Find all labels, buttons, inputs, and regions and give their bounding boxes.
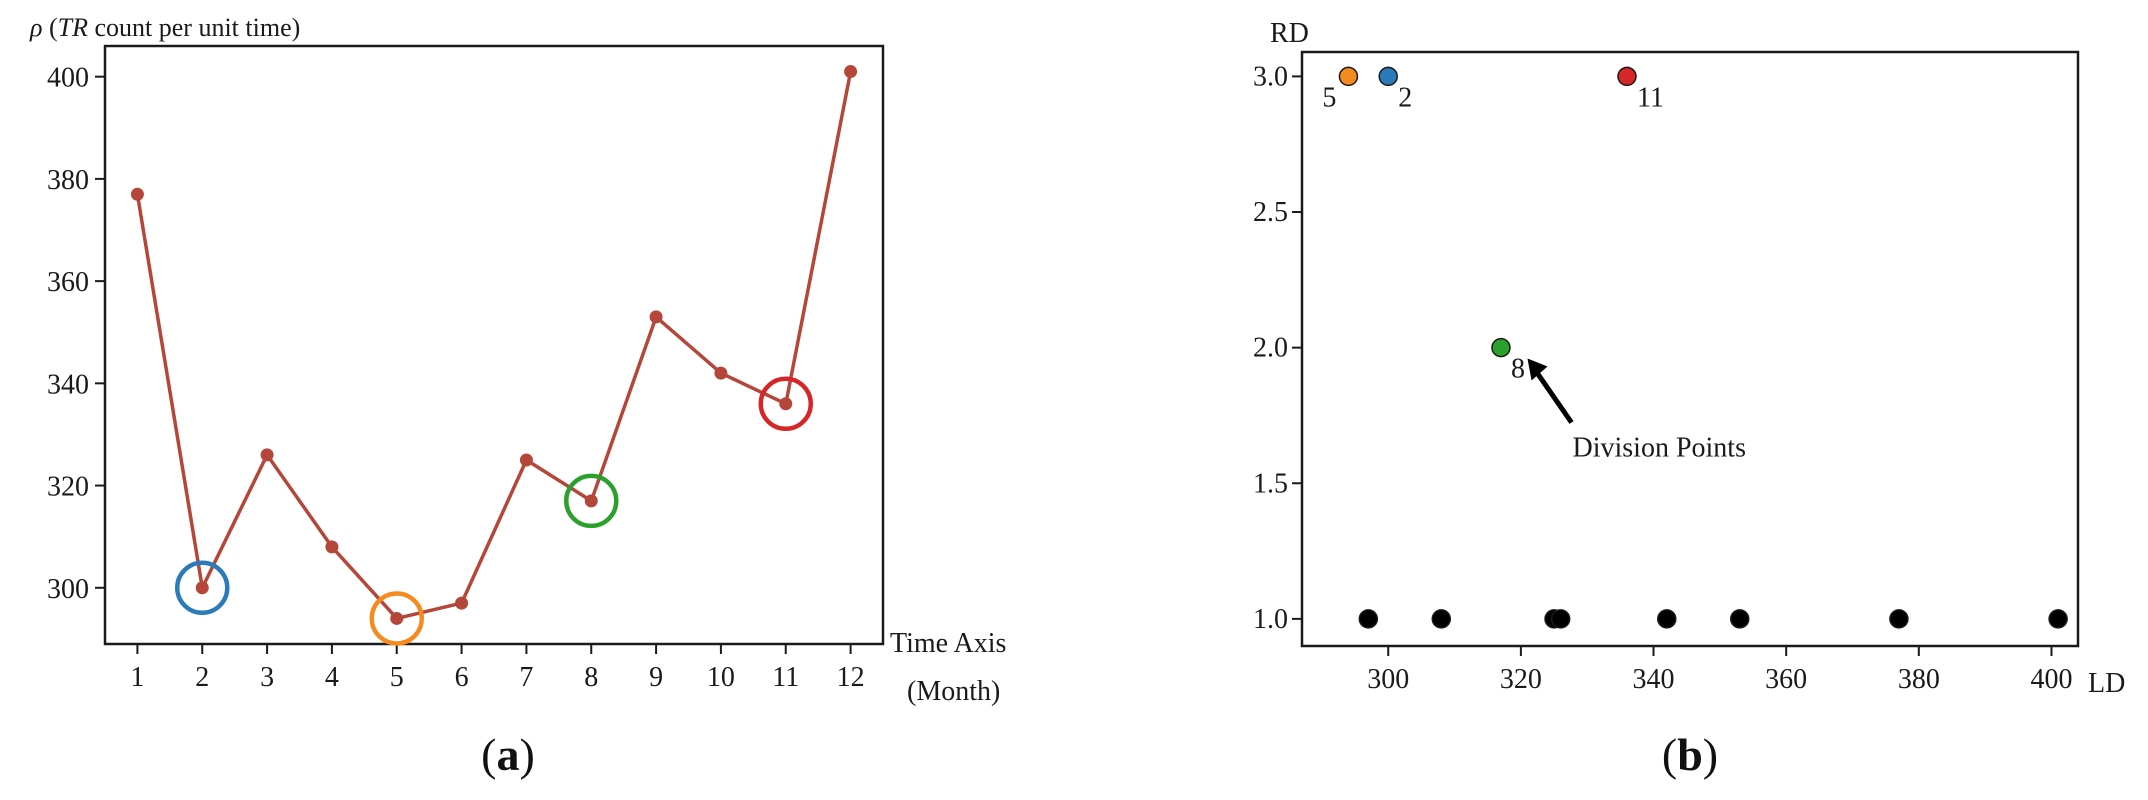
- annotation-division-points: Division Points: [1573, 432, 1746, 463]
- panel-b-point-label: 11: [1637, 82, 1664, 113]
- panel-a-x-tick-label: 5: [390, 662, 404, 693]
- panel-b-x-tick-label: 360: [1765, 664, 1807, 695]
- panel-b-y-tick-label: 3.0: [1253, 61, 1288, 92]
- panel-a-y-tick-label: 400: [47, 63, 89, 94]
- panel-a-highlight-circle: [369, 591, 424, 646]
- panel-b-data-point: [1729, 609, 1750, 629]
- panel-a-x-tick-label: 3: [260, 662, 274, 693]
- panel-b-x-tick-label: 320: [1500, 664, 1542, 695]
- panel-b-scatter-chart: RD 1.0 1.5 2.0 2.5 3.0 300 320 340 360 380 400 5 2 1…: [1253, 18, 2125, 780]
- panel-b-x-tick-label: 400: [2030, 664, 2072, 695]
- panel-a-y-tick-label: 320: [47, 472, 89, 503]
- panel-b-x-tick-label: 380: [1898, 664, 1940, 695]
- panel-a-y-tick-label: 380: [47, 165, 89, 196]
- panel-b-x-tick-label: 340: [1633, 664, 1675, 695]
- annotation-arrow-shaft: [1533, 369, 1574, 424]
- panel-a-highlight-circle: [758, 376, 813, 432]
- panel-a-x-tick-label: 6: [455, 662, 469, 693]
- panel-a-data-point: [714, 366, 728, 380]
- panel-a-x-tick-label: 10: [707, 662, 735, 693]
- panel-b-data-point: [1338, 66, 1359, 87]
- panel-b-y-tick-label: 2.5: [1253, 197, 1288, 228]
- panel-b-y-axis-label: RD: [1270, 18, 1309, 49]
- panel-b-data-point: [1491, 337, 1511, 358]
- panel-b-data-point: [1617, 66, 1637, 87]
- panel-b-data-point: [1550, 609, 1571, 629]
- panel-a-data-point: [584, 494, 598, 508]
- panel-a-data-point: [844, 65, 858, 79]
- panel-a-x-tick-label: 8: [584, 662, 598, 693]
- panel-a-x-tick-label: 2: [195, 662, 209, 693]
- panel-a-data-point: [779, 397, 793, 411]
- panel-a-data-point: [260, 448, 274, 462]
- panel-a-highlight-circle: [564, 473, 619, 529]
- panel-a-plot-frame: [103, 44, 885, 646]
- panel-a-y-tick-label: 340: [47, 369, 89, 400]
- panel-b-x-axis-label: LD: [2088, 668, 2125, 699]
- panel-a-x-axis-label-line2: (Month): [907, 676, 1000, 707]
- panel-b-y-tick-label: 1.0: [1253, 604, 1288, 635]
- panel-a-y-tick-label: 300: [47, 574, 89, 605]
- panel-b-data-point: [1378, 66, 1398, 87]
- panel-b-point-label: 5: [1322, 82, 1336, 113]
- panel-a-line-chart: ρ (TR count per unit time) 300 320 340 360 3…: [29, 13, 1006, 780]
- panel-a-y-tick-label: 360: [47, 267, 89, 298]
- panel-b-x-tick-label: 300: [1367, 664, 1409, 695]
- panel-b-y-tick-label: 1.5: [1253, 468, 1288, 499]
- panel-a-data-point: [455, 596, 469, 610]
- panel-a-x-tick-label: 11: [772, 662, 799, 693]
- panel-b-data-point: [1889, 609, 1909, 629]
- panel-a-data-point: [390, 611, 404, 625]
- panel-b-data-point: [1358, 609, 1379, 629]
- panel-a-x-tick-label: 7: [519, 662, 533, 693]
- panel-a-x-tick-label: 1: [130, 662, 144, 693]
- panel-a-x-axis-label-line1: Time Axis: [890, 628, 1006, 659]
- panel-a-x-tick-label: 9: [649, 662, 663, 693]
- panel-a-x-tick-label: 12: [837, 662, 865, 693]
- panel-b-y-tick-label: 2.0: [1253, 333, 1288, 364]
- panel-a-series-line: [135, 71, 853, 621]
- panel-a-y-axis-label: ρ (TR count per unit time): [29, 13, 300, 42]
- panel-a-data-point: [195, 581, 209, 595]
- panel-a-data-point: [325, 540, 339, 554]
- panel-a-data-point: [519, 453, 533, 467]
- annotation-arrow-head: [1527, 358, 1548, 381]
- panel-a-data-point: [130, 187, 144, 201]
- panel-b-point-label: 8: [1511, 354, 1525, 385]
- panel-a-label: (a): [481, 729, 535, 780]
- panel-b-label: (b): [1662, 729, 1718, 780]
- panel-a-x-tick-label: 4: [325, 662, 339, 693]
- panel-b-data-point: [1657, 609, 1677, 629]
- panel-b-plot-frame: [1300, 50, 2080, 648]
- panel-a-highlight-circle: [175, 560, 230, 616]
- panel-b-data-point: [2048, 609, 2068, 629]
- panel-b-point-label: 2: [1398, 82, 1412, 113]
- panel-a-data-point: [649, 310, 663, 324]
- panel-b-data-point: [1431, 609, 1452, 629]
